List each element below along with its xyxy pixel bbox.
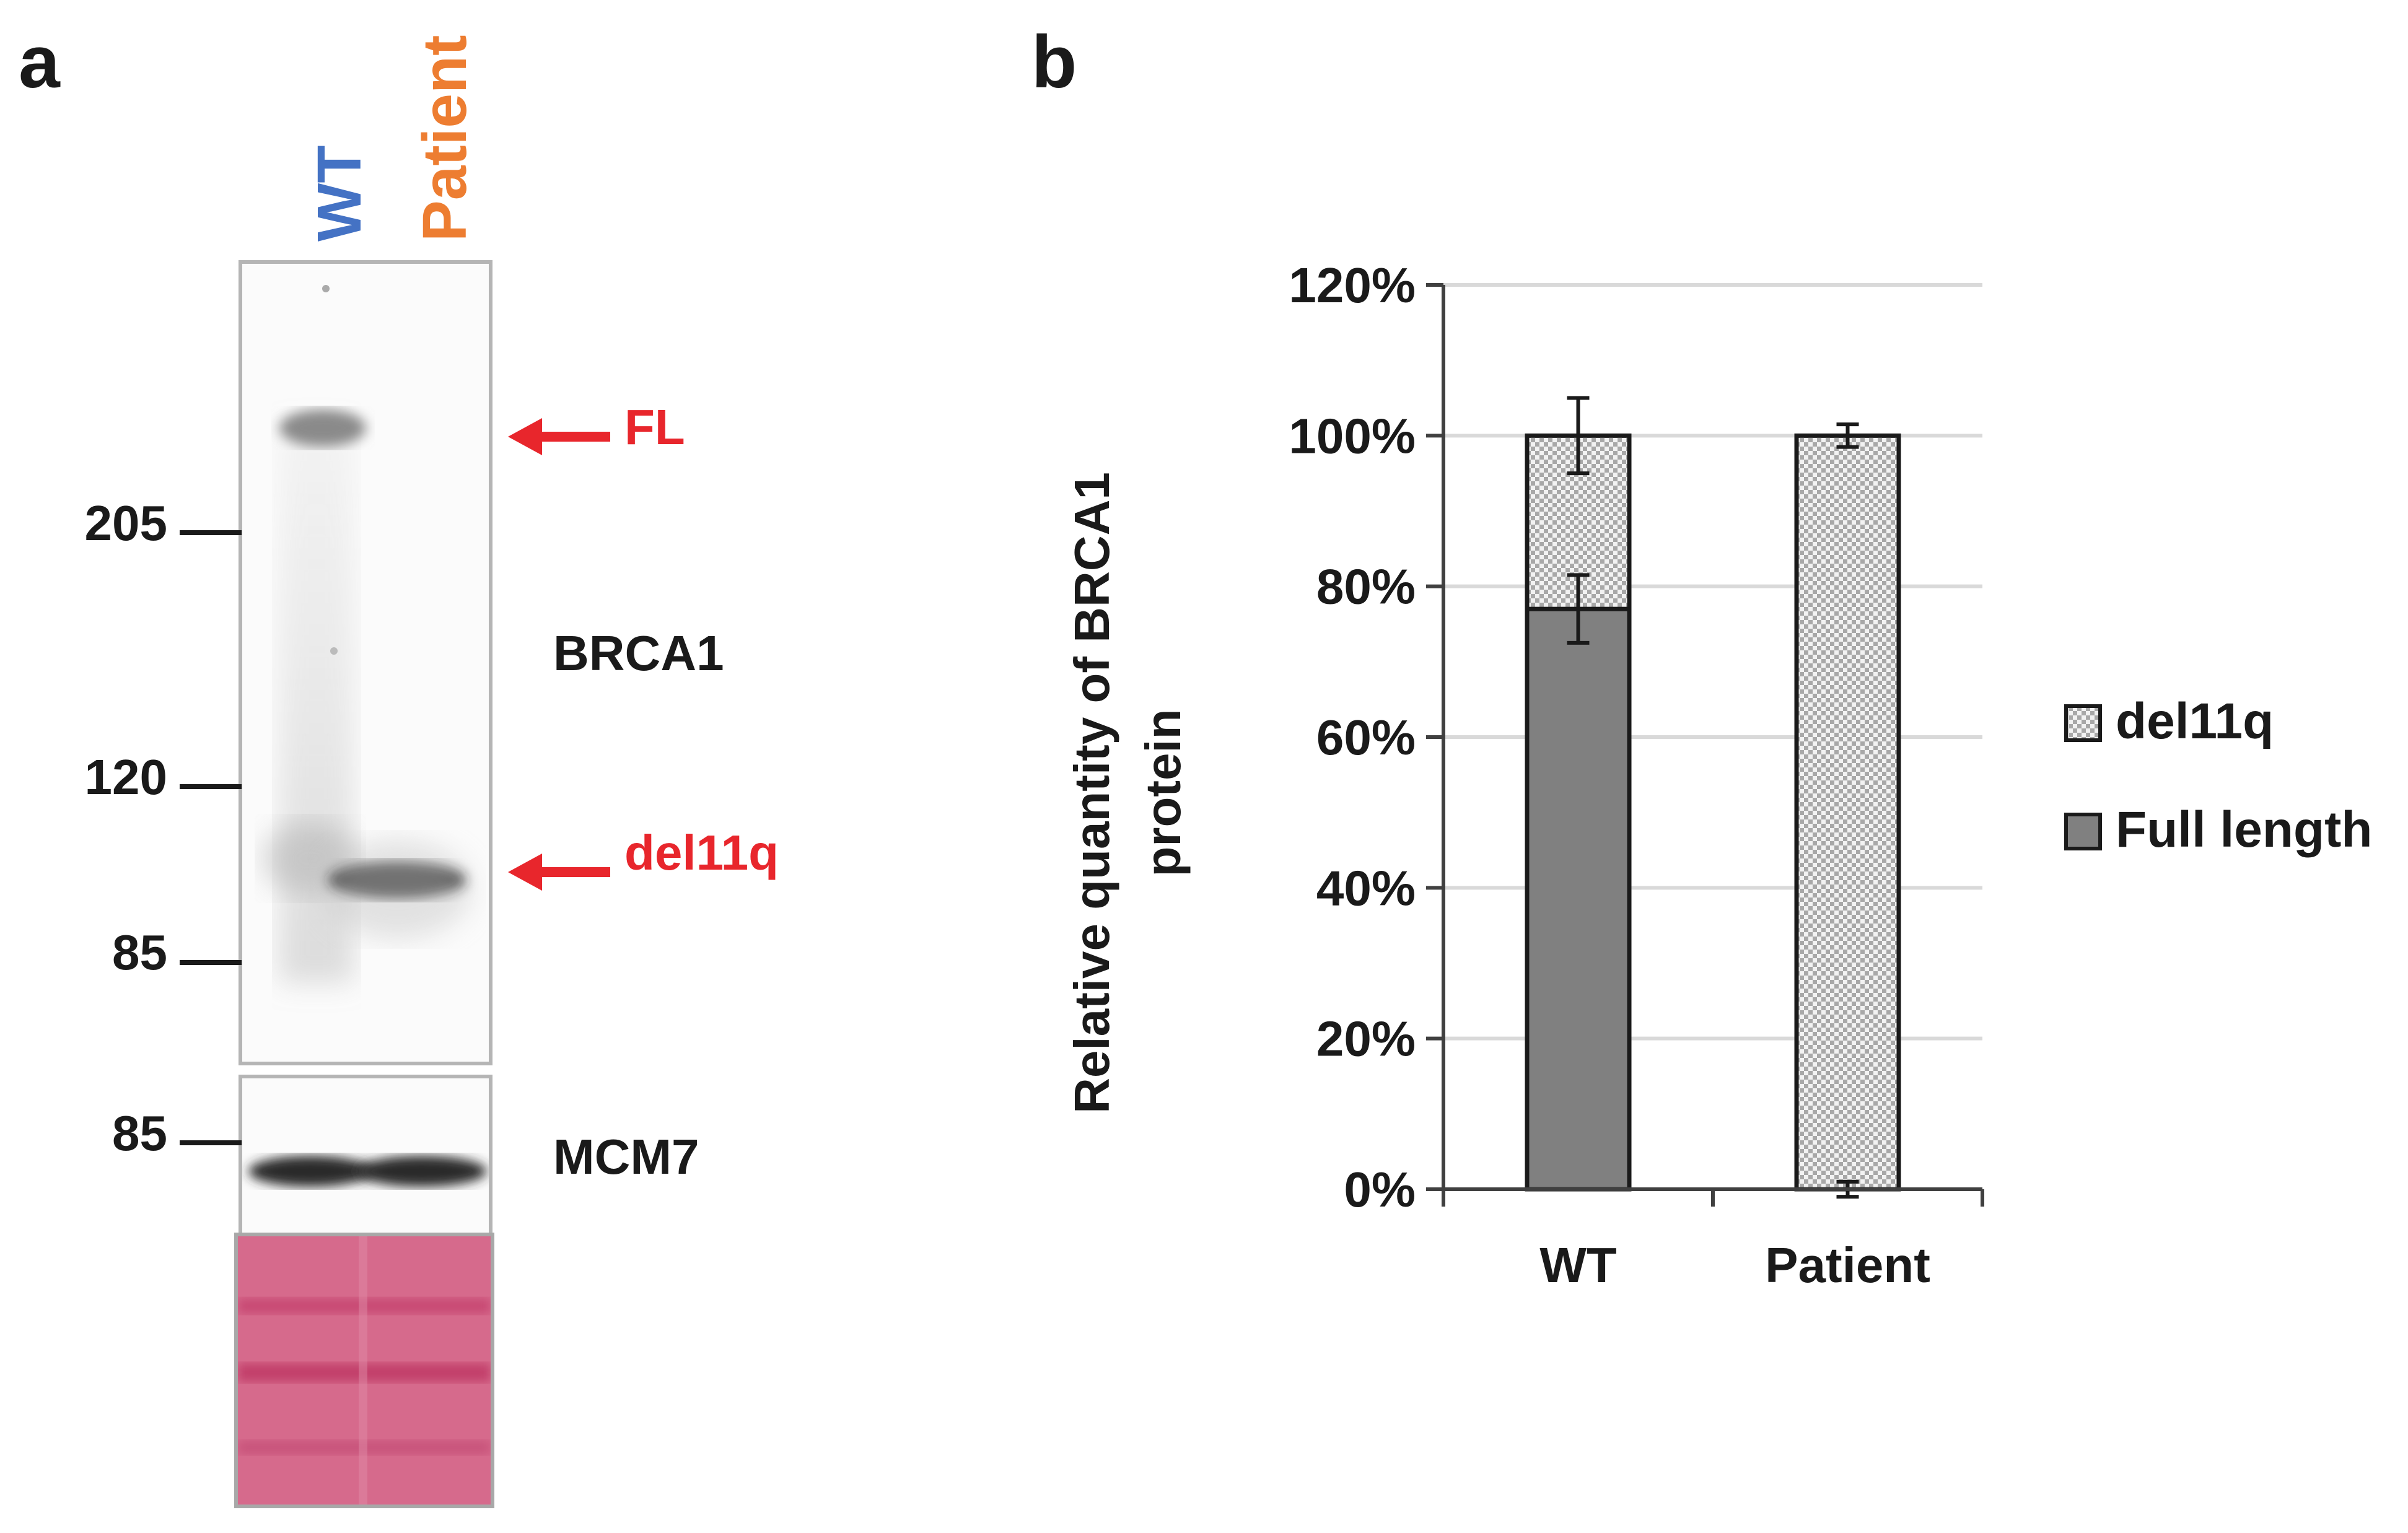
ponceau-stain [234, 1233, 494, 1508]
mw-marker-85: 85 [112, 925, 167, 980]
panel-b-letter: b [1031, 20, 1077, 103]
y-axis-title: protein [1136, 709, 1191, 876]
y-tick-label: 0% [1344, 1162, 1416, 1217]
y-tick-label: 20% [1316, 1011, 1416, 1067]
legend-label: del11q [2116, 693, 2274, 749]
mw-tick-85-mcm7 [180, 1140, 242, 1145]
ponceau-stain-image [238, 1236, 491, 1505]
legend-swatch [2064, 704, 2102, 742]
mw-marker-120: 120 [84, 749, 167, 805]
y-axis-title: Relative quantity of BRCA1 [1064, 472, 1119, 1114]
bar-full-length-wt [1525, 606, 1632, 1192]
x-tick-label: Patient [1765, 1238, 1930, 1293]
protein-label-brca1: BRCA1 [553, 626, 724, 681]
y-tick-label: 60% [1316, 710, 1416, 765]
y-tick-label: 80% [1316, 559, 1416, 614]
mw-marker-205: 205 [84, 496, 167, 551]
mw-tick-120 [180, 784, 242, 789]
y-tick-label: 40% [1316, 860, 1416, 915]
mw-tick-205 [180, 530, 242, 535]
brca1-blot [239, 260, 493, 1065]
panel-a-letter: a [19, 20, 60, 103]
mw-marker-85-mcm7: 85 [112, 1106, 167, 1161]
arrow-del11q-icon [508, 854, 610, 891]
protein-label-mcm7: MCM7 [553, 1129, 699, 1184]
y-tick-label: 100% [1289, 408, 1416, 463]
x-tick-label: WT [1539, 1238, 1617, 1293]
band-label-fl: FL [624, 400, 685, 455]
bar-del11q-patient [1794, 433, 1901, 1192]
legend-label: Full length [2116, 801, 2372, 858]
mw-tick-85 [180, 960, 242, 965]
legend-swatch [2064, 813, 2102, 850]
mcm7-blot [239, 1075, 493, 1239]
band-label-del11q: del11q [624, 825, 779, 880]
mcm7-blot-image [242, 1078, 489, 1235]
brca1-blot-image [242, 264, 489, 1062]
arrow-fl-icon [508, 418, 610, 455]
y-tick-label: 120% [1289, 258, 1416, 313]
